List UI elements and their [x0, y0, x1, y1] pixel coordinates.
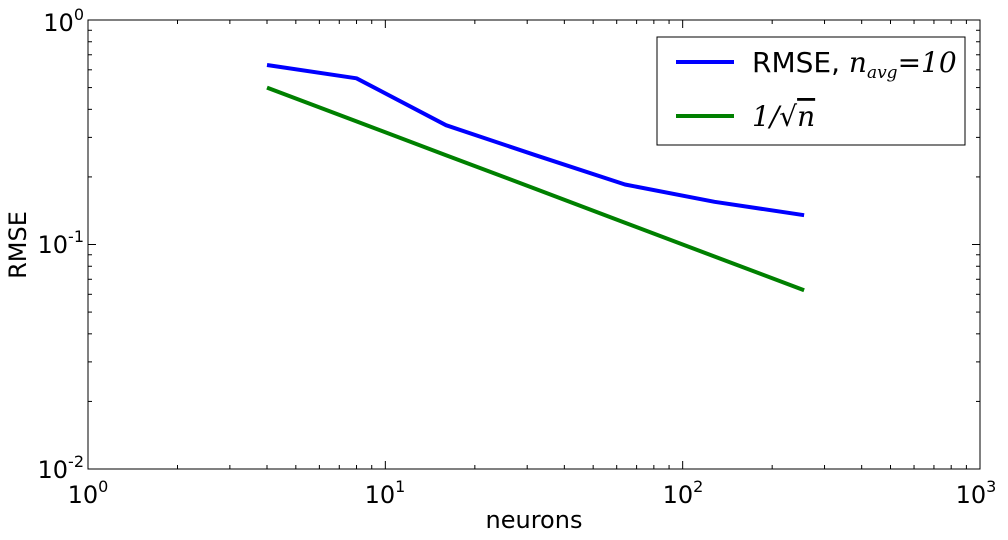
sqrt-symbol: √: [779, 100, 797, 133]
major-ticks: [87, 19, 981, 470]
legend: RMSE, navg=10 1/√n: [656, 36, 966, 146]
x-tick-labels: 100 101 102 103: [68, 477, 997, 509]
x-tick-label: 101: [365, 477, 406, 509]
series-line-sqrt: [266, 85, 805, 293]
x-axis-label: neurons: [486, 506, 583, 534]
x-tick-label: 102: [663, 477, 704, 509]
y-tick-labels: 10-2 10-1 100: [38, 5, 85, 484]
series-lines: [266, 63, 805, 293]
minor-ticks: [88, 20, 980, 469]
x-tick-label: 100: [68, 477, 109, 509]
y-axis-label: RMSE: [4, 211, 32, 279]
legend-box: [656, 36, 966, 146]
legend-label-sqrt: 1/√n: [752, 100, 815, 133]
y-tick-label: 100: [43, 5, 84, 37]
x-tick-label: 103: [956, 477, 997, 509]
y-tick-label: 10-2: [38, 452, 85, 484]
series-line-rmse: [266, 63, 805, 218]
legend-label-rmse: RMSE, navg=10: [752, 46, 957, 83]
y-tick-label: 10-1: [38, 227, 85, 259]
